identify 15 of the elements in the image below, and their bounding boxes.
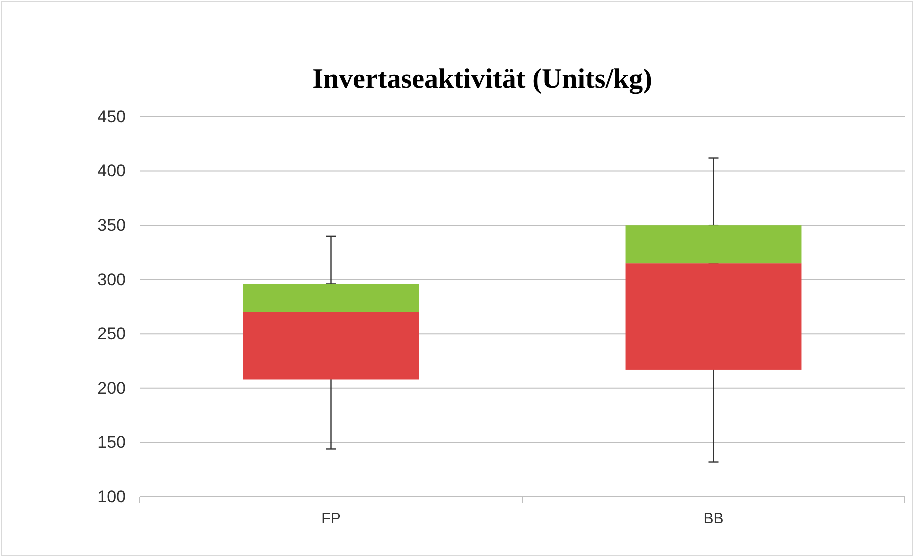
bar [626, 264, 802, 370]
y-tick-label: 350 [98, 216, 126, 236]
y-tick-label: 300 [98, 270, 126, 290]
bar [243, 312, 420, 380]
y-tick-label: 450 [98, 107, 126, 126]
x-tick-label: FP [322, 510, 341, 528]
y-tick-label: 200 [98, 378, 126, 398]
x-tick-label: BB [704, 510, 724, 528]
bar [243, 284, 420, 312]
y-tick-label: 250 [98, 324, 126, 344]
bar [626, 226, 802, 264]
y-tick-label: 150 [98, 433, 126, 452]
y-tick-label: 400 [98, 162, 126, 181]
y-tick-label: 100 [98, 487, 126, 506]
chart-title: Invertaseaktivität (Units/kg) [312, 64, 652, 95]
